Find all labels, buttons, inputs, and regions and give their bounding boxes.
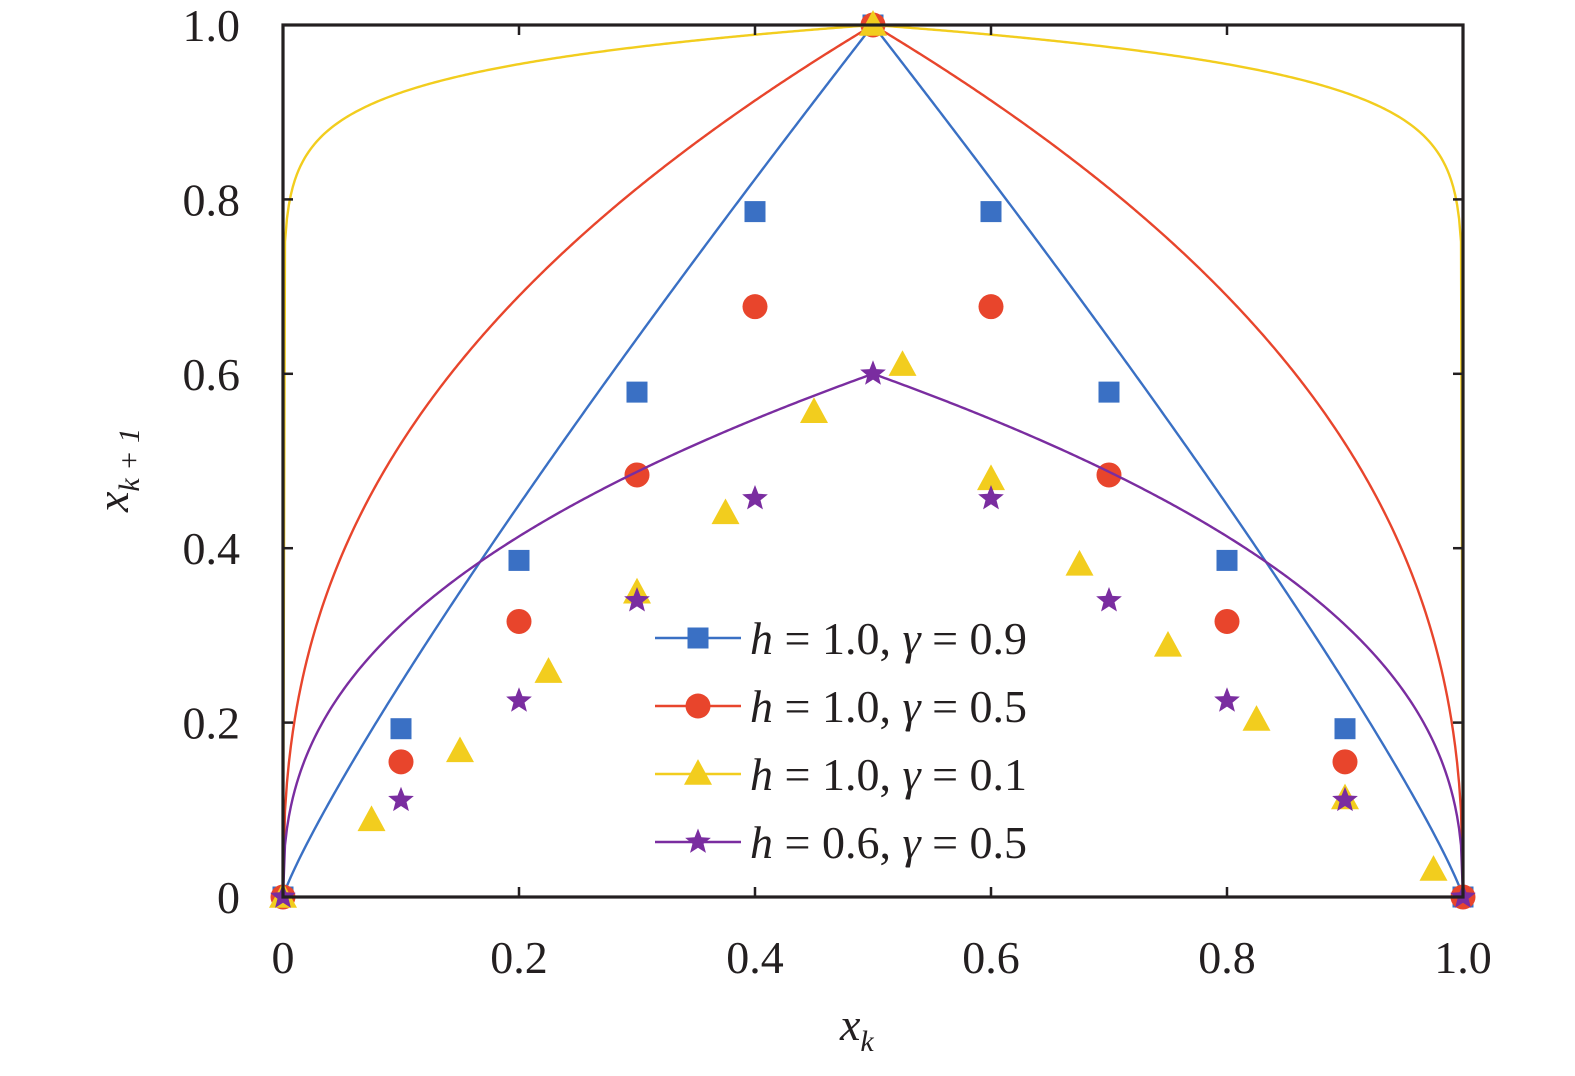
legend-label-1-part-2: 1.0 xyxy=(822,681,880,732)
legend-label-0-part-3: , xyxy=(879,613,902,664)
x-axis-label-sub: k xyxy=(860,1025,874,1058)
series-2-point-1 xyxy=(357,805,386,832)
y-tick-label-5: 1.0 xyxy=(183,0,241,51)
legend-marker-1 xyxy=(685,693,711,719)
legend-label-0-part-0: h xyxy=(750,613,773,664)
y-tick-label-0: 0 xyxy=(217,872,240,923)
series-2-point-2 xyxy=(446,736,474,763)
y-axis-label: xk + 1 xyxy=(87,428,146,513)
legend-label-1-part-3: , xyxy=(879,681,902,732)
plot-frame xyxy=(281,23,1465,899)
series-3-point-1 xyxy=(388,786,414,812)
series-1-point-6 xyxy=(978,294,1004,320)
series-0-point-1 xyxy=(390,718,412,740)
series-1-point-2 xyxy=(506,608,532,634)
series-2-point-3 xyxy=(534,657,563,683)
legend-label-1-part-0: h xyxy=(750,681,773,732)
legend-label-3: h = 0.6, γ = 0.5 xyxy=(750,817,1027,868)
series-3-point-4 xyxy=(742,485,768,510)
legend-label-0-part-6: 0.9 xyxy=(970,613,1028,664)
legend-label-2: h = 1.0, γ = 0.1 xyxy=(750,749,1027,800)
legend-label-3-part-3: , xyxy=(879,817,902,868)
series-2-point-6 xyxy=(800,397,828,423)
legend-label-3-part-2: 0.6 xyxy=(822,817,880,868)
legend-label-3-part-0: h xyxy=(750,817,773,868)
legend-marker-2 xyxy=(684,759,712,785)
legend: h = 1.0, γ = 0.9h = 1.0, γ = 0.5h = 1.0,… xyxy=(655,613,1027,868)
x-tick-label-3: 0.6 xyxy=(962,932,1020,983)
series-3-point-3 xyxy=(624,587,650,612)
series-0-point-4 xyxy=(744,201,766,223)
legend-item-3: h = 0.6, γ = 0.5 xyxy=(655,817,1027,868)
x-tick-label-4: 0.8 xyxy=(1198,932,1256,983)
legend-marker-0 xyxy=(687,627,709,649)
legend-label-2-part-2: 1.0 xyxy=(822,749,880,800)
y-tick-label-4: 0.8 xyxy=(183,174,241,225)
series-2-point-8 xyxy=(888,350,917,376)
y-axis-label-base: x xyxy=(87,491,138,513)
legend-label-2-part-4: γ xyxy=(902,749,922,800)
legend-label-3-part-6: 0.5 xyxy=(970,817,1028,868)
series-2-point-12 xyxy=(1242,705,1271,731)
series-3-point-2 xyxy=(506,687,532,712)
legend-item-0: h = 1.0, γ = 0.9 xyxy=(655,613,1027,664)
legend-label-0: h = 1.0, γ = 0.9 xyxy=(750,613,1027,664)
y-tick-label-1: 0.2 xyxy=(183,698,241,749)
y-tick-label-3: 0.6 xyxy=(183,349,241,400)
legend-label-1-part-6: 0.5 xyxy=(970,681,1028,732)
legend-marker-3 xyxy=(685,828,711,853)
legend-label-0-part-2: 1.0 xyxy=(822,613,880,664)
legend-label-0-part-4: γ xyxy=(902,613,922,664)
legend-item-1: h = 1.0, γ = 0.5 xyxy=(655,681,1027,732)
legend-label-2-part-5: = xyxy=(921,749,970,800)
y-tick-label-2: 0.4 xyxy=(183,523,241,574)
series-2-point-10 xyxy=(1065,549,1094,576)
series-3-point-9 xyxy=(1332,786,1358,812)
legend-label-3-part-4: γ xyxy=(902,817,922,868)
legend-label-1-part-4: γ xyxy=(902,681,922,732)
series-1-point-1 xyxy=(388,749,414,775)
series-1-point-8 xyxy=(1214,608,1240,634)
series-2-point-5 xyxy=(711,498,740,525)
series-0-point-2 xyxy=(508,549,530,571)
legend-label-0-part-1: = xyxy=(773,613,822,664)
legend-item-2: h = 1.0, γ = 0.1 xyxy=(655,749,1027,800)
series-2-point-9 xyxy=(977,464,1005,491)
x-tick-label-0: 0 xyxy=(272,932,295,983)
series-0-point-8 xyxy=(1216,549,1238,571)
series-2-point-11 xyxy=(1154,630,1182,657)
series-3-point-6 xyxy=(978,485,1004,510)
series-0-point-3 xyxy=(626,381,648,403)
series-0-point-9 xyxy=(1334,718,1356,740)
series-2-point-14 xyxy=(1419,855,1448,881)
legend-label-2-part-3: , xyxy=(879,749,902,800)
series-0-point-7 xyxy=(1098,381,1120,403)
legend-label-3-part-5: = xyxy=(921,817,970,868)
series-1-point-9 xyxy=(1332,749,1358,775)
x-tick-label-5: 1.0 xyxy=(1434,932,1492,983)
legend-label-3-part-1: = xyxy=(773,817,822,868)
x-tick-label-1: 0.2 xyxy=(490,932,548,983)
y-axis-label-sub: k + 1 xyxy=(113,428,146,492)
legend-label-0-part-5: = xyxy=(921,613,970,664)
x-axis-label-base: x xyxy=(839,999,861,1050)
x-tick-label-2: 0.4 xyxy=(726,932,784,983)
series-0-point-6 xyxy=(980,201,1002,223)
legend-label-2-part-1: = xyxy=(773,749,822,800)
legend-label-1: h = 1.0, γ = 0.5 xyxy=(750,681,1027,732)
series-3-point-7 xyxy=(1096,587,1122,612)
series-1-point-4 xyxy=(742,294,768,320)
series-3-point-8 xyxy=(1214,687,1240,712)
legend-label-2-part-0: h xyxy=(750,749,773,800)
x-axis-label: xk xyxy=(839,999,874,1058)
legend-label-1-part-5: = xyxy=(921,681,970,732)
legend-label-2-part-6: 0.1 xyxy=(970,749,1028,800)
series-2-point-7 xyxy=(859,10,887,36)
legend-label-1-part-1: = xyxy=(773,681,822,732)
series-3-point-5 xyxy=(860,360,886,385)
